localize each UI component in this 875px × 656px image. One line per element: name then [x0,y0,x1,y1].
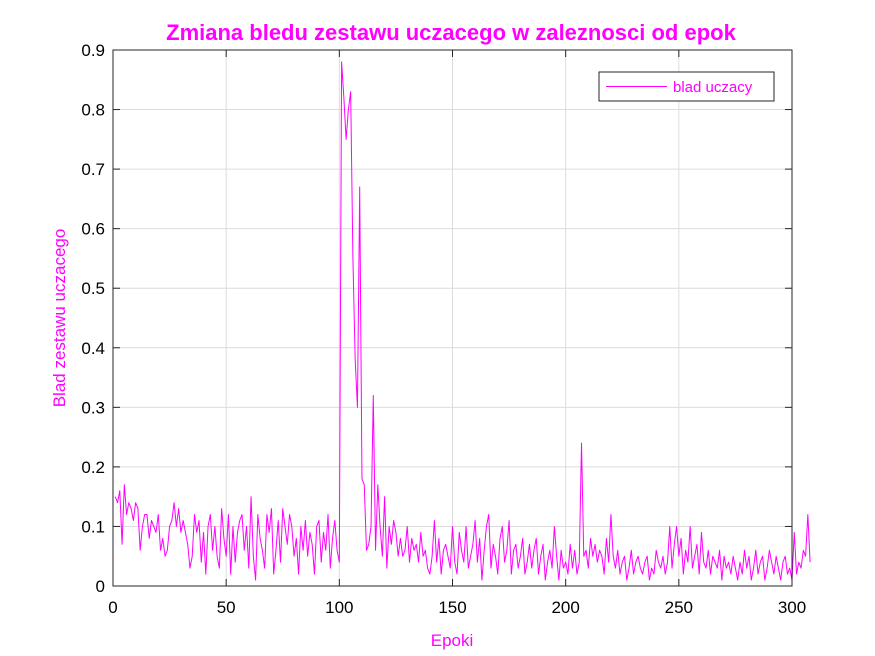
series-line-group [114,61,811,581]
y-tick-label: 0.2 [81,458,105,477]
legend: blad uczacy [598,71,775,102]
y-tick-label: 0.6 [81,220,105,239]
ticks: 0 50 100 150 200 250 300 0 0.1 0.2 0.3 0.4 0.5 0.6 0.7… [81,41,806,617]
x-tick-label: 250 [665,598,693,617]
y-axis-label: Blad zestawu uczacego [50,229,69,408]
y-tick-label: 0.5 [81,279,105,298]
y-tick-label: 0.1 [81,517,105,536]
y-tick-label: 0.9 [81,41,105,60]
legend-label: blad uczacy [673,79,753,96]
y-tick-label: 0.3 [81,398,105,417]
x-tick-label: 300 [778,598,806,617]
series-line [114,61,811,581]
x-tick-label: 200 [551,598,579,617]
x-tick-label: 100 [325,598,353,617]
x-axis-label: Epoki [431,631,474,650]
x-tick-label: 150 [438,598,466,617]
y-tick-label: 0.8 [81,101,105,120]
x-tick-label: 0 [108,598,117,617]
y-tick-label: 0 [96,577,105,596]
y-tick-label: 0.4 [81,339,105,358]
y-tick-label: 0.7 [81,160,105,179]
chart-title: Zmiana bledu zestawu uczacego w zaleznos… [166,20,736,45]
x-tick-label: 50 [217,598,236,617]
